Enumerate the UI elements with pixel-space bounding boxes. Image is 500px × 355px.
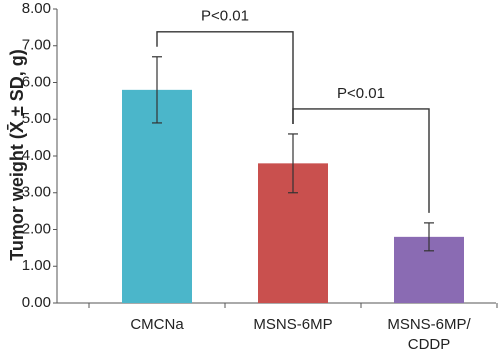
error-bar [288, 133, 298, 194]
y-tick-label: 1.00 [22, 257, 51, 274]
x-tick-label: MSNS-6MP/CDDP [387, 316, 471, 353]
significance-bracket [292, 108, 430, 213]
x-tick-label: MSNS-6MP [253, 316, 332, 333]
y-tick-label: 0.00 [22, 294, 51, 311]
x-tick-label: CMCNa [130, 316, 184, 333]
y-tick-label: 3.00 [22, 184, 51, 201]
significance-bracket [156, 31, 294, 124]
error-bar [152, 56, 162, 124]
error-bar [424, 222, 434, 252]
y-tick-label: 2.00 [22, 220, 51, 237]
bar [122, 89, 192, 303]
y-tick-label: 5.00 [22, 110, 51, 127]
y-tick-label: 4.00 [22, 147, 51, 164]
y-axis-label: Tumor weight (X̄ ± SD, g) [7, 49, 27, 261]
significance-label: P<0.01 [337, 85, 385, 102]
significance-label: P<0.01 [201, 8, 249, 25]
y-tick-label: 6.00 [22, 73, 51, 90]
y-tick-label: 7.00 [22, 37, 51, 54]
y-tick-label: 8.00 [22, 0, 51, 17]
